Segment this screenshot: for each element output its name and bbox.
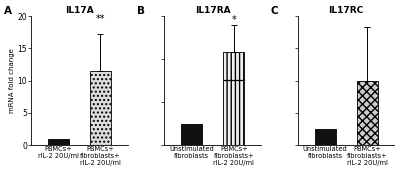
Text: **: **	[96, 14, 105, 24]
Text: *: *	[232, 14, 236, 25]
Bar	[48, 139, 69, 145]
Title: IL17RC: IL17RC	[328, 6, 364, 15]
Bar	[314, 129, 336, 145]
Text: A: A	[4, 6, 12, 16]
Title: IL17A: IL17A	[65, 6, 94, 15]
Bar	[357, 81, 378, 145]
Bar	[90, 71, 111, 145]
Y-axis label: mRNA fold change: mRNA fold change	[8, 48, 14, 113]
Title: IL17RA: IL17RA	[195, 6, 230, 15]
Text: B: B	[137, 6, 145, 16]
Bar	[223, 52, 244, 145]
Text: C: C	[271, 6, 278, 16]
Bar	[181, 123, 202, 145]
